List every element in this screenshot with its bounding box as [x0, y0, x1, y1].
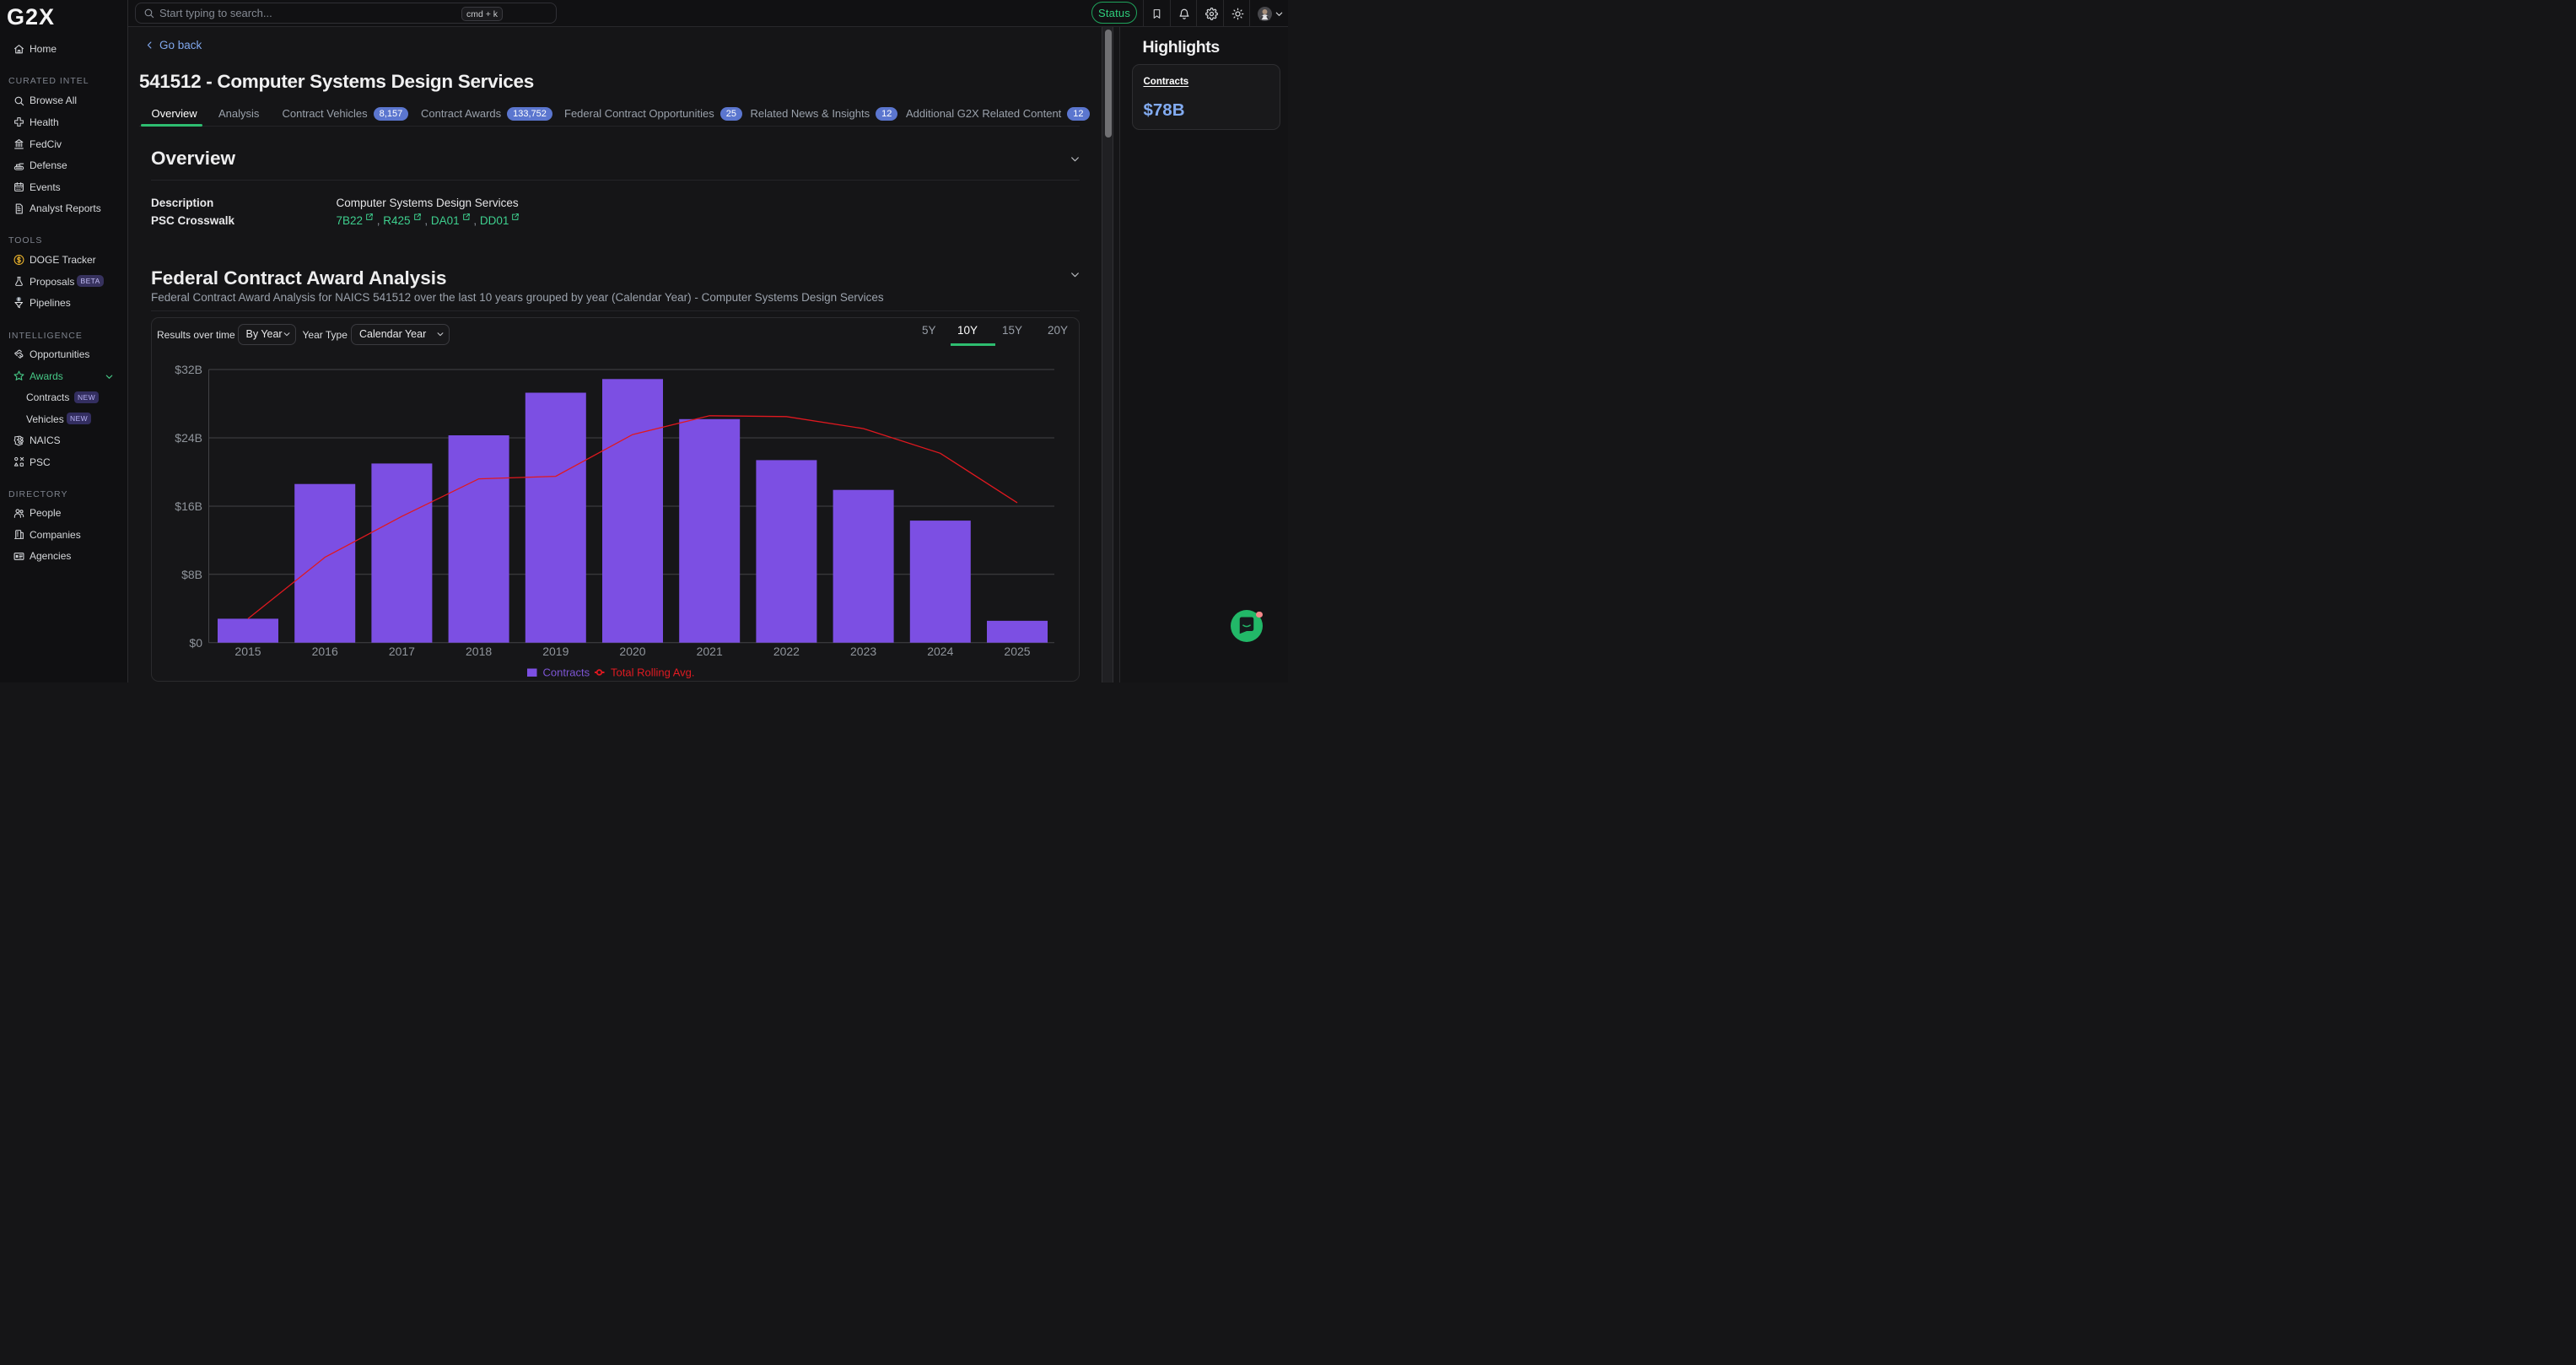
svg-text:2024: 2024	[927, 645, 953, 658]
svg-text:2017: 2017	[389, 645, 415, 658]
svg-text:2018: 2018	[466, 645, 492, 658]
svg-text:$0: $0	[189, 636, 202, 650]
svg-text:2021: 2021	[697, 645, 723, 658]
svg-text:Contracts: Contracts	[543, 666, 590, 679]
svg-text:2019: 2019	[542, 645, 569, 658]
svg-text:2020: 2020	[619, 645, 645, 658]
svg-text:$16B: $16B	[175, 499, 202, 513]
svg-text:2022: 2022	[773, 645, 800, 658]
svg-text:2015: 2015	[234, 645, 261, 658]
svg-text:$32B: $32B	[175, 363, 202, 376]
svg-text:2023: 2023	[850, 645, 876, 658]
svg-text:2025: 2025	[1004, 645, 1030, 658]
svg-text:Total Rolling Avg.: Total Rolling Avg.	[611, 666, 695, 679]
svg-text:$24B: $24B	[175, 431, 202, 445]
svg-text:$8B: $8B	[181, 568, 202, 581]
svg-text:2016: 2016	[312, 645, 338, 658]
